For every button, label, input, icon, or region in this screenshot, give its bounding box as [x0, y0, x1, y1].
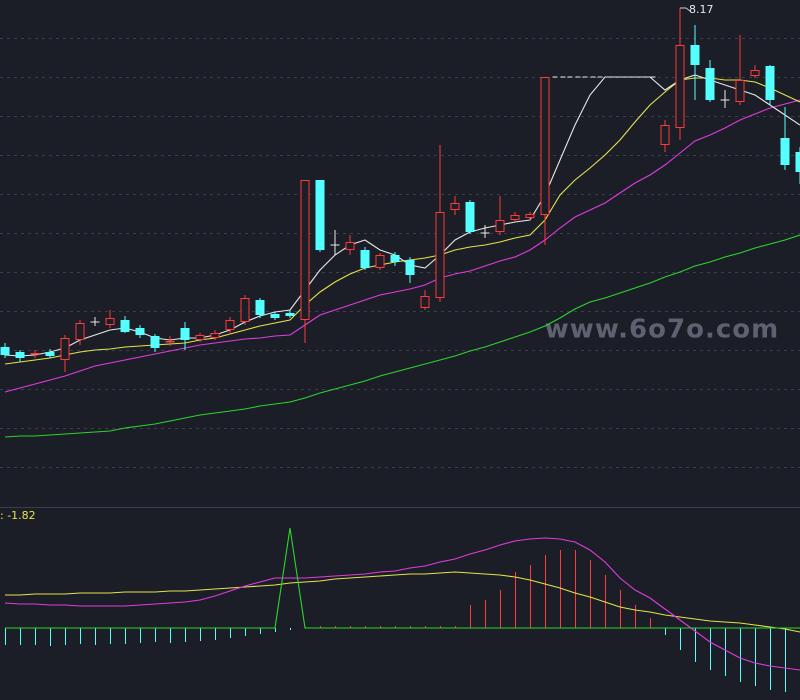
candle-body — [345, 242, 355, 250]
candle-body — [765, 66, 775, 100]
candle-body — [735, 80, 745, 102]
candle-body — [270, 314, 280, 318]
candle-body — [315, 180, 325, 250]
candle-body — [45, 352, 55, 356]
candle-body — [240, 298, 250, 322]
candle-body — [750, 70, 760, 76]
ma-line — [4, 99, 800, 393]
candle-body — [0, 347, 10, 355]
candle-body — [525, 214, 535, 218]
high-pointer — [680, 7, 691, 12]
candle-body — [15, 352, 25, 358]
candle-body — [660, 125, 670, 145]
ma-line — [4, 234, 800, 438]
candle-body — [465, 202, 475, 232]
candle-body — [405, 260, 415, 275]
candle-body — [390, 255, 400, 262]
candle-body — [75, 323, 85, 340]
candle-body — [795, 152, 800, 172]
candle-body — [195, 335, 205, 340]
indicator-line — [5, 571, 800, 633]
candle-body — [120, 320, 130, 332]
candle-body — [495, 220, 505, 232]
candle-body — [705, 68, 715, 100]
candle-body — [60, 338, 70, 360]
candle-body — [285, 313, 295, 316]
candle-body — [30, 353, 40, 355]
candle-body — [780, 138, 790, 165]
indicator-line — [4, 537, 800, 671]
candle-body — [420, 296, 430, 308]
candle-body — [540, 77, 550, 215]
candle-body — [510, 215, 520, 220]
candle-body — [450, 203, 460, 210]
candle-body — [375, 255, 385, 268]
candle-body — [690, 45, 700, 65]
ma-line — [4, 77, 800, 365]
candle-body — [105, 318, 115, 325]
candle-body — [165, 341, 175, 343]
candle-body — [435, 212, 445, 298]
candle-body — [180, 328, 190, 340]
candle-body — [225, 320, 235, 330]
watermark: www.6o7o.com — [545, 315, 779, 345]
indicator-label: : -1.82 — [0, 509, 36, 522]
candle-body — [255, 300, 265, 315]
candle-body — [675, 45, 685, 128]
candle-body — [150, 336, 160, 348]
candle-body — [135, 328, 145, 335]
indicator-line — [5, 527, 800, 629]
candle-body — [210, 333, 220, 338]
high-label: 8.17 — [689, 3, 714, 16]
candle-body — [300, 180, 310, 320]
candle-body — [360, 250, 370, 268]
